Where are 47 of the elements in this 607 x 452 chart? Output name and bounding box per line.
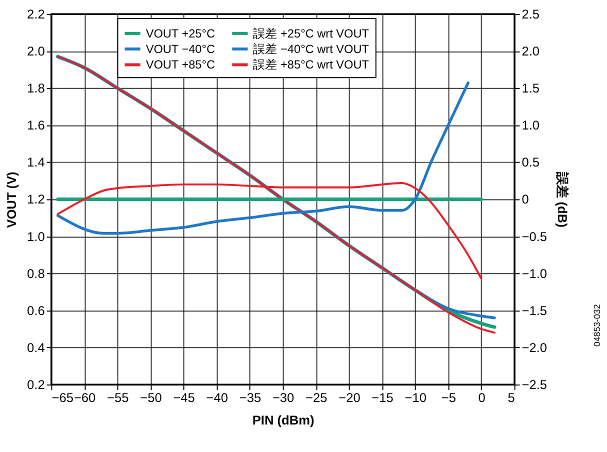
y-tick-label: 2.0 (27, 44, 45, 58)
legend-label: 誤差 −40°C wrt VOUT (253, 42, 369, 56)
text: 04853-032 (592, 304, 602, 347)
x-tick-label: 5 (508, 390, 515, 405)
x-axis-title: PIN (dBm) (252, 412, 314, 428)
y2-tick-label: 1.5 (522, 80, 540, 96)
x-tick-label: −15 (372, 390, 394, 405)
y-tick-label: 0.6 (27, 302, 45, 318)
y2-tick-label: 0.5 (522, 154, 540, 170)
x-tick-label: −60 (74, 390, 96, 405)
x-tick-label: −10 (404, 390, 426, 405)
y2-tick-label: 2.5 (522, 6, 540, 22)
x-tick-label: −55 (107, 390, 129, 405)
x-tick-label: −25 (306, 390, 328, 405)
y2-tick-label: −1.0 (522, 266, 548, 281)
legend-label: VOUT −40°C (146, 42, 216, 56)
x-tick-label: −30 (272, 390, 294, 405)
y2-tick-label: −0.5 (522, 228, 548, 244)
y2-tick-label: −2.5 (522, 376, 548, 392)
x-tick-label: −65 (52, 390, 74, 405)
legend-label: 誤差 +85°C wrt VOUT (253, 58, 369, 72)
y2-tick-label: −2.0 (522, 340, 548, 355)
legend-label: 誤差 +25°C wrt VOUT (253, 26, 369, 40)
legend-label: VOUT +25°C (146, 26, 216, 40)
x-tick-label: −45 (173, 390, 195, 405)
y-tick-label: 0.8 (27, 266, 45, 281)
y-tick-label: 0.4 (27, 340, 45, 355)
x-tick-label: −50 (140, 390, 162, 405)
y2-tick-label: 0 (522, 192, 529, 207)
y-tick-label: 2.2 (27, 6, 45, 22)
x-tick-label: −40 (206, 390, 228, 405)
x-tick-label: −35 (239, 390, 262, 405)
y-tick-label: 1.6 (27, 118, 45, 133)
y-tick-label: 1.0 (27, 228, 45, 244)
x-tick-label: −20 (338, 390, 360, 405)
y-tick-label: 1.4 (27, 154, 45, 170)
x-tick-label: 0 (478, 390, 486, 405)
x-tick-label: −5 (441, 390, 456, 405)
y-tick-label: 1.2 (27, 192, 45, 207)
y-tick-label: 0.2 (27, 376, 45, 392)
legend-label: VOUT +85°C (146, 58, 216, 72)
y2-tick-label: 1.0 (522, 118, 540, 133)
y2-tick-label: 2.0 (522, 44, 540, 58)
y2-axis-title: 誤差 (dB) (554, 171, 570, 228)
y2-tick-label: −1.5 (522, 302, 548, 318)
y-tick-label: 1.8 (27, 80, 45, 96)
y-axis-title: VOUT (V) (4, 172, 20, 228)
